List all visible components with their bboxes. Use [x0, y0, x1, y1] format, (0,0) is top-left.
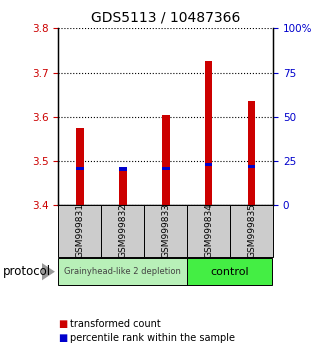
Text: transformed count: transformed count: [70, 319, 161, 329]
Polygon shape: [42, 263, 55, 280]
Text: GSM999833: GSM999833: [161, 204, 170, 258]
Bar: [248, 101, 255, 205]
Bar: [119, 167, 127, 171]
Bar: [59, 205, 101, 257]
Text: GSM999835: GSM999835: [247, 204, 256, 258]
Text: ■: ■: [58, 319, 68, 329]
Text: control: control: [211, 267, 249, 277]
Bar: [76, 128, 84, 205]
Bar: [205, 163, 212, 166]
Bar: [119, 167, 127, 205]
Bar: [162, 115, 169, 205]
Bar: [187, 258, 272, 285]
Bar: [76, 167, 84, 170]
Text: percentile rank within the sample: percentile rank within the sample: [70, 333, 235, 343]
Text: GSM999832: GSM999832: [118, 204, 127, 258]
Bar: [230, 205, 273, 257]
Bar: [59, 258, 187, 285]
Text: Grainyhead-like 2 depletion: Grainyhead-like 2 depletion: [64, 267, 181, 276]
Bar: [145, 205, 187, 257]
Bar: [248, 165, 255, 169]
Text: ■: ■: [58, 333, 68, 343]
Bar: [162, 167, 169, 170]
Bar: [187, 205, 230, 257]
Text: GSM999834: GSM999834: [204, 204, 213, 258]
Text: GSM999831: GSM999831: [75, 204, 84, 258]
Title: GDS5113 / 10487366: GDS5113 / 10487366: [91, 10, 240, 24]
Text: protocol: protocol: [3, 265, 52, 278]
Bar: [205, 61, 212, 205]
Bar: [102, 205, 144, 257]
